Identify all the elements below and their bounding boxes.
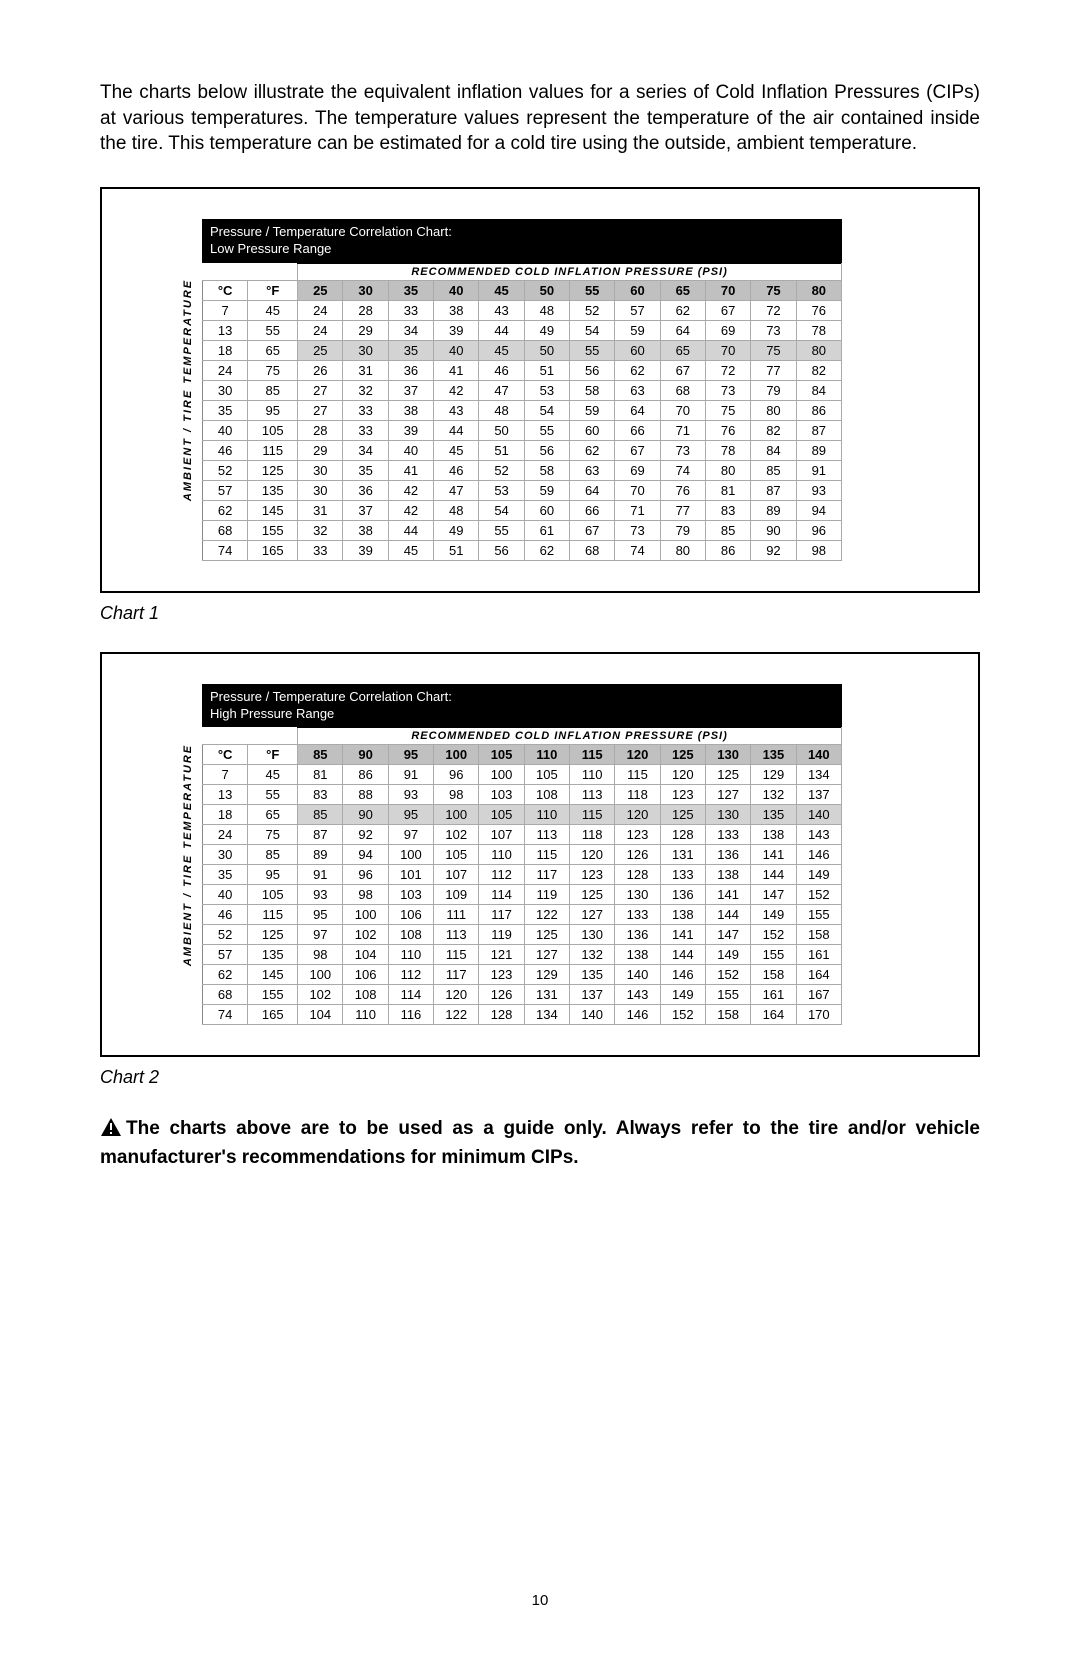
chart-1-box: AMBIENT / TIRE TEMPERATURE Pressure / Te… <box>100 187 980 593</box>
table-row: 35959196101107112117123128133138144149 <box>203 865 842 885</box>
warning-icon <box>100 1117 122 1145</box>
chart-1-table: RECOMMENDED COLD INFLATION PRESSURE (PSI… <box>202 263 842 561</box>
table-row: 1355242934394449545964697378 <box>203 320 842 340</box>
table-row: 2475263136414651566267727782 <box>203 360 842 380</box>
table-row: 7416510411011612212813414014615215816417… <box>203 1005 842 1025</box>
table-row: 3085273237424753586368737984 <box>203 380 842 400</box>
chart-1-title: Pressure / Temperature Correlation Chart… <box>202 219 842 263</box>
table-row: 57135303642475359647076818793 <box>203 480 842 500</box>
intro-text: The charts below illustrate the equivale… <box>100 80 980 157</box>
table-row: 5713598104110115121127132138144149155161 <box>203 945 842 965</box>
table-row: 1865253035404550556065707580 <box>203 340 842 360</box>
vertical-axis-label: AMBIENT / TIRE TEMPERATURE <box>182 743 194 965</box>
table-row: 62145313742485460667177838994 <box>203 500 842 520</box>
table-row: 2475879297102107113118123128133138143 <box>203 825 842 845</box>
warning-text: The charts above are to be used as a gui… <box>100 1116 980 1170</box>
table-row: 1865859095100105110115120125130135140 <box>203 805 842 825</box>
table-row: 40105283339445055606671768287 <box>203 420 842 440</box>
chart-2-caption: Chart 2 <box>100 1067 980 1088</box>
table-row: 46115293440455156626773788489 <box>203 440 842 460</box>
chart-2-table: RECOMMENDED COLD INFLATION PRESSURE (PSI… <box>202 727 842 1025</box>
table-row: 6214510010611211712312913514014615215816… <box>203 965 842 985</box>
vertical-axis-label: AMBIENT / TIRE TEMPERATURE <box>182 279 194 501</box>
table-row: 52125303541465258636974808591 <box>203 460 842 480</box>
table-row: 74165333945515662687480869298 <box>203 540 842 560</box>
chart-2-box: AMBIENT / TIRE TEMPERATURE Pressure / Te… <box>100 652 980 1058</box>
table-row: 401059398103109114119125130136141147152 <box>203 885 842 905</box>
table-row: 3595273338434854596470758086 <box>203 400 842 420</box>
table-row: 135583889398103108113118123127132137 <box>203 785 842 805</box>
table-row: 4611595100106111117122127133138144149155 <box>203 905 842 925</box>
table-row: 745242833384348525762677276 <box>203 300 842 320</box>
chart-1-caption: Chart 1 <box>100 603 980 624</box>
table-row: 5212597102108113119125130136141147152158 <box>203 925 842 945</box>
table-row: 68155323844495561677379859096 <box>203 520 842 540</box>
table-row: 6815510210811412012613113714314915516116… <box>203 985 842 1005</box>
table-row: 30858994100105110115120126131136141146 <box>203 845 842 865</box>
page-number: 10 <box>0 1592 1080 1609</box>
table-row: 74581869196100105110115120125129134 <box>203 765 842 785</box>
chart-2-title: Pressure / Temperature Correlation Chart… <box>202 684 842 728</box>
